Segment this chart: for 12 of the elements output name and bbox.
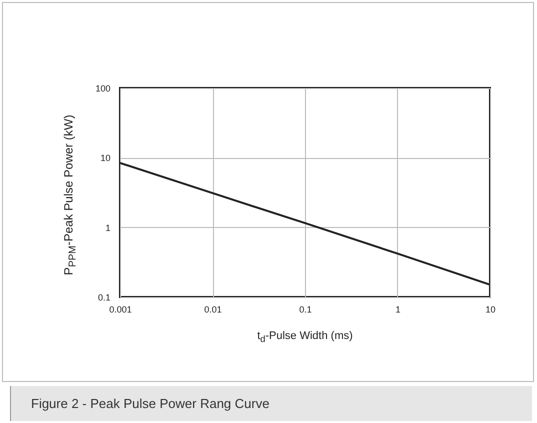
x-tick-label: 10	[485, 304, 496, 314]
y-tick-label: 1	[105, 222, 110, 233]
x-tick-label: 0.001	[109, 304, 132, 314]
x-tick-label: 0.1	[299, 304, 312, 314]
line-series	[120, 162, 490, 286]
caption: Figure 2 - Peak Pulse Power Rang Curve	[10, 386, 532, 421]
x-axis-title: t$_{d}$-Pulse Width (ms)	[257, 330, 353, 344]
y-tick-label: 100	[95, 84, 110, 94]
x-tick-label: 1	[395, 304, 401, 314]
y-tick-label: 10	[100, 153, 110, 164]
y-tick-label: 0.1	[98, 292, 110, 302]
x-tick-label: 0.01	[204, 304, 222, 314]
